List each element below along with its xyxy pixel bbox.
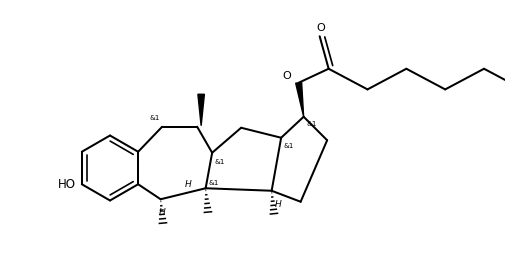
Text: O: O: [316, 23, 324, 33]
Text: H: H: [274, 200, 280, 209]
Polygon shape: [197, 94, 204, 126]
Text: &1: &1: [149, 115, 160, 121]
Text: &1: &1: [214, 159, 225, 165]
Polygon shape: [295, 82, 303, 117]
Text: H: H: [184, 180, 191, 189]
Text: O: O: [281, 71, 290, 81]
Text: H: H: [158, 208, 165, 217]
Text: &1: &1: [208, 180, 218, 186]
Text: &1: &1: [283, 143, 293, 149]
Text: HO: HO: [58, 178, 76, 191]
Text: &1: &1: [306, 121, 316, 127]
